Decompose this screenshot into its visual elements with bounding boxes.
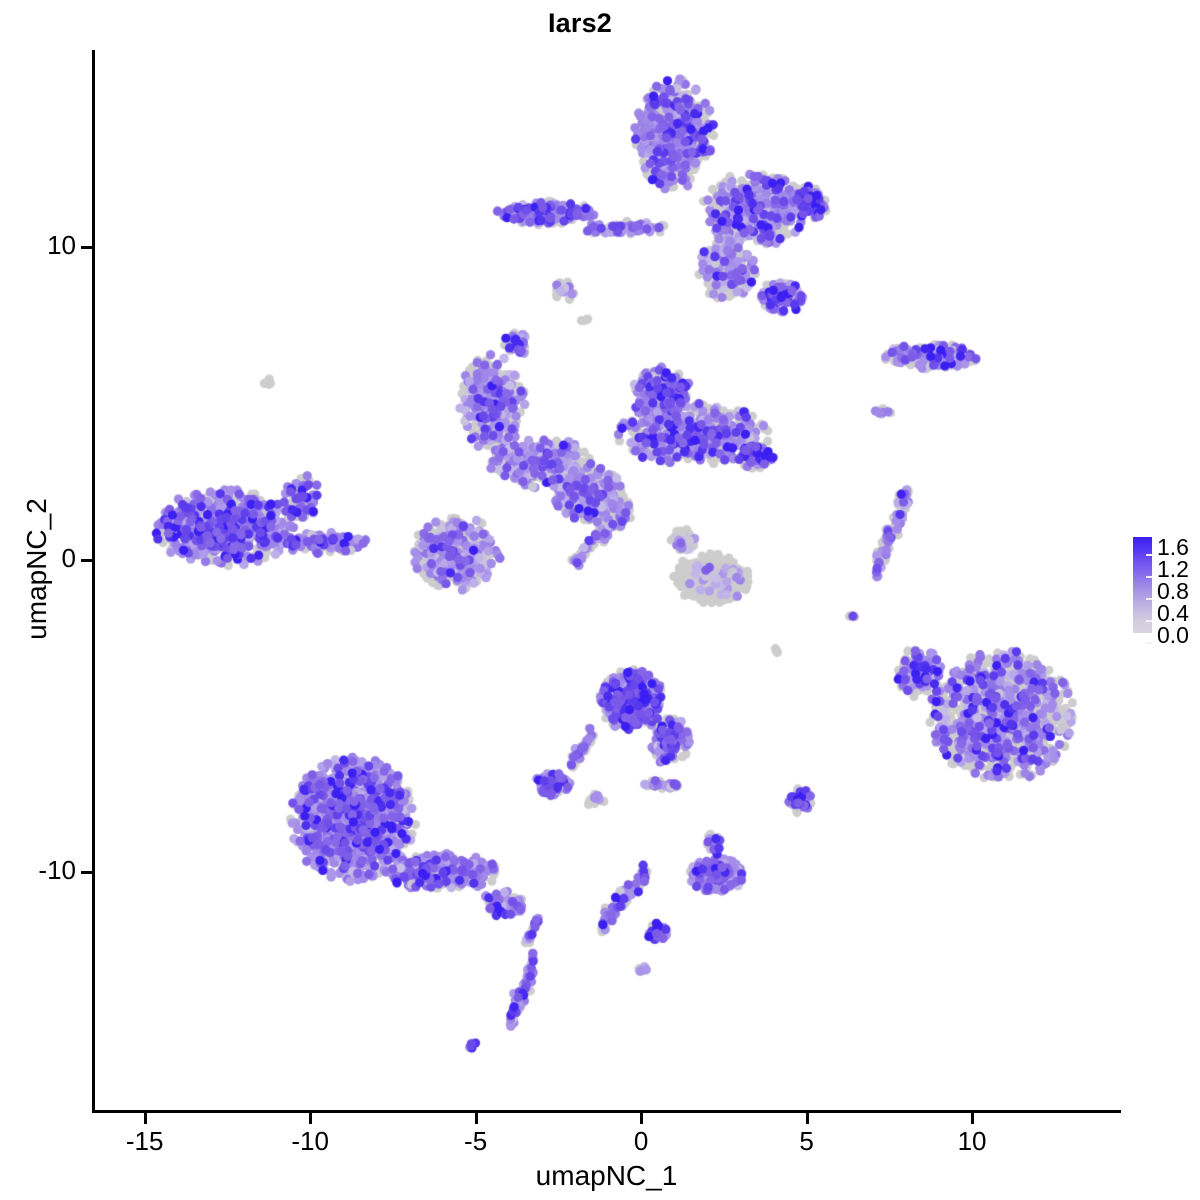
scatter-plot-panel[interactable] [95, 50, 1121, 1110]
colorbar-tick-label: 0.8 [1157, 578, 1189, 605]
x-tick-label: -15 [125, 1126, 164, 1156]
x-tick-label: -10 [291, 1126, 329, 1156]
x-tick-label: 5 [799, 1126, 814, 1156]
x-tick-label: 0 [633, 1126, 649, 1156]
x-tick-label: -5 [464, 1126, 488, 1156]
colorbar-tick-mark [1146, 598, 1152, 601]
x-tick-mark [971, 1113, 975, 1124]
y-tick-label: 10 [47, 229, 76, 260]
colorbar-tick-label: 0.4 [1157, 600, 1189, 627]
colorbar-tick-mark [1146, 642, 1152, 644]
colorbar-tick-label: 1.6 [1157, 534, 1189, 561]
colorbar-gradient [1133, 537, 1152, 633]
y-axis-label: umapNC_2 [21, 498, 52, 640]
y-tick-label: -10 [38, 855, 76, 886]
x-tick-label: 10 [957, 1126, 987, 1156]
x-axis-label: umapNC_1 [535, 1160, 678, 1191]
y-tick-mark [81, 871, 92, 875]
colorbar-legend: 1.6 1.2 0.8 0.4 0.0 [1133, 534, 1197, 647]
colorbar-tick-mark [1146, 576, 1152, 579]
x-tick-mark [474, 1113, 478, 1124]
x-tick-mark [640, 1113, 644, 1124]
colorbar-tick-label: 0.0 [1157, 622, 1189, 648]
colorbar-tick-label: 1.2 [1157, 556, 1189, 583]
page-title: Iars2 [547, 8, 613, 38]
x-tick-mark [805, 1113, 809, 1124]
colorbar-tick-mark [1146, 620, 1152, 623]
x-axis-line [92, 1110, 1121, 1113]
y-tick-mark [81, 245, 92, 249]
y-tick-mark [81, 558, 92, 562]
x-tick-mark [143, 1113, 147, 1124]
y-tick-label: 0 [61, 542, 76, 573]
y-axis-line [92, 50, 95, 1113]
colorbar-tick-mark [1146, 554, 1152, 557]
x-tick-mark [309, 1113, 313, 1124]
scatter-canvas [95, 50, 1121, 1110]
